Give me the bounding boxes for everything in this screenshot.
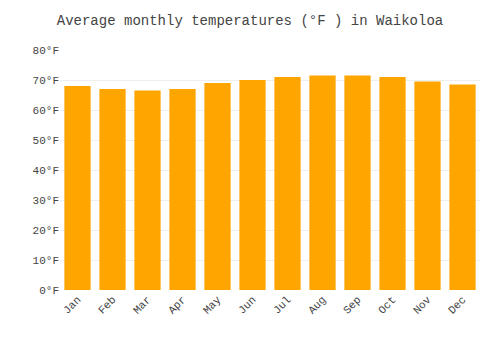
svg-text:10°F: 10°F [33,255,59,267]
svg-text:Nov: Nov [411,294,434,317]
svg-text:Aug: Aug [306,294,328,316]
svg-text:30°F: 30°F [33,195,59,207]
svg-text:Average monthly temperatures (: Average monthly temperatures (°F ) in Wa… [57,13,443,29]
svg-text:Jul: Jul [271,294,293,316]
svg-text:20°F: 20°F [33,225,59,237]
svg-text:50°F: 50°F [33,135,59,147]
svg-text:0°F: 0°F [39,285,59,297]
svg-text:Feb: Feb [96,294,118,316]
svg-text:70°F: 70°F [33,75,59,87]
svg-text:Jun: Jun [236,294,258,316]
svg-text:40°F: 40°F [33,165,59,177]
svg-text:Sep: Sep [341,294,363,316]
svg-text:Dec: Dec [446,294,468,316]
svg-text:Apr: Apr [166,294,188,316]
svg-text:May: May [201,294,224,317]
svg-text:80°F: 80°F [33,45,59,57]
svg-text:Jan: Jan [61,294,83,316]
svg-text:Mar: Mar [131,294,153,316]
svg-text:60°F: 60°F [33,105,59,117]
svg-text:Oct: Oct [376,294,398,316]
